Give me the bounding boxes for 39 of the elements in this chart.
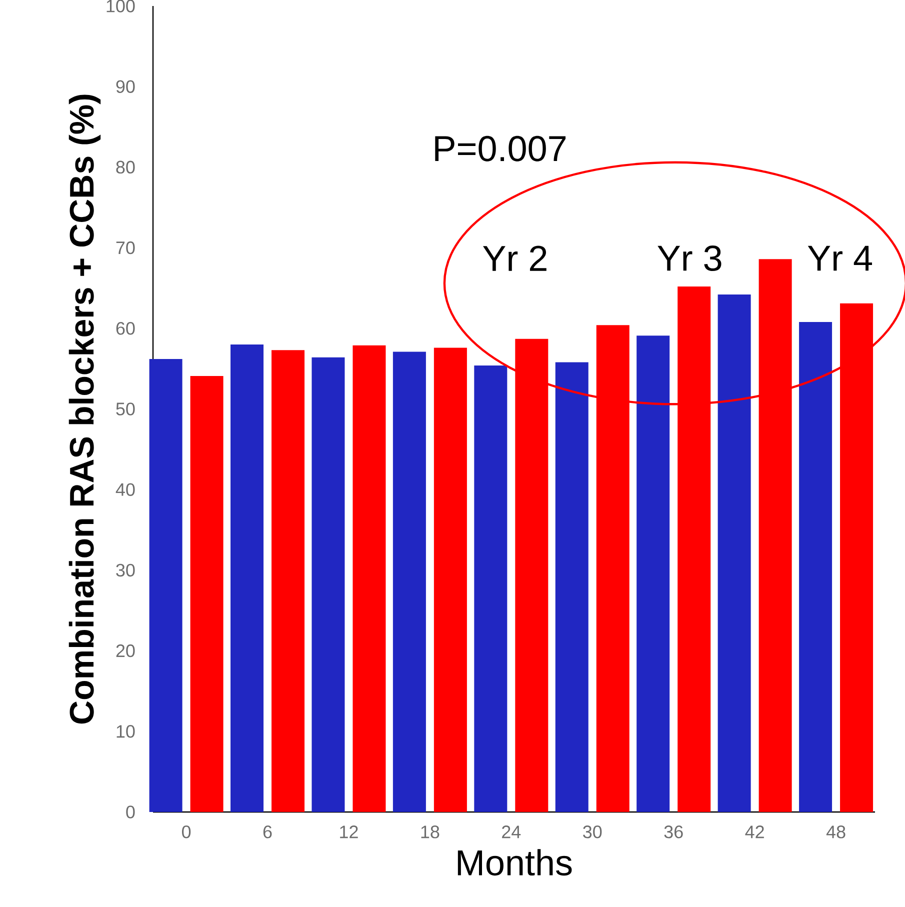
y-tick-label: 80 <box>116 160 135 174</box>
y-tick-label: 50 <box>116 402 135 416</box>
bar <box>352 345 386 812</box>
y-tick-label: 30 <box>116 564 135 577</box>
x-tick-label: 48 <box>826 826 846 838</box>
bar <box>230 344 264 812</box>
bar <box>434 348 467 812</box>
x-axis-title: Months <box>458 849 572 876</box>
y-tick-label: 40 <box>116 483 135 496</box>
x-tick-label: 24 <box>502 826 521 838</box>
bar <box>272 350 305 812</box>
bar <box>190 376 224 812</box>
y-tick-label: 70 <box>116 241 135 254</box>
y-tick-label: 10 <box>116 725 135 738</box>
x-tick-label: 6 <box>263 826 272 838</box>
y-tick-label: 90 <box>116 80 135 93</box>
bar <box>392 352 426 812</box>
bar <box>149 359 182 812</box>
x-tick-label: 12 <box>340 826 358 838</box>
x-tick-label: 30 <box>583 826 602 838</box>
x-tick-label: 18 <box>421 826 440 838</box>
x-tick-label: 36 <box>664 826 683 838</box>
bar <box>474 365 508 812</box>
bar <box>555 362 588 812</box>
annotation: P=0.007 <box>435 136 566 162</box>
bar <box>799 322 832 812</box>
y-axis-title: Combination RAS blockers + CCBs (%) <box>68 94 101 724</box>
x-tick-label: 42 <box>745 826 764 838</box>
x-tick-label: 0 <box>182 826 191 838</box>
y-tick-label: 0 <box>126 806 135 818</box>
bar <box>636 336 670 812</box>
y-tick-label: 100 <box>106 0 135 12</box>
bar <box>312 357 345 812</box>
y-tick-label: 60 <box>116 322 135 335</box>
annotation: Yr 2 <box>482 246 546 271</box>
annotation: Yr 3 <box>658 246 722 272</box>
y-tick-label: 20 <box>116 644 135 658</box>
bar <box>718 294 751 812</box>
annotation: Yr 4 <box>808 246 872 271</box>
